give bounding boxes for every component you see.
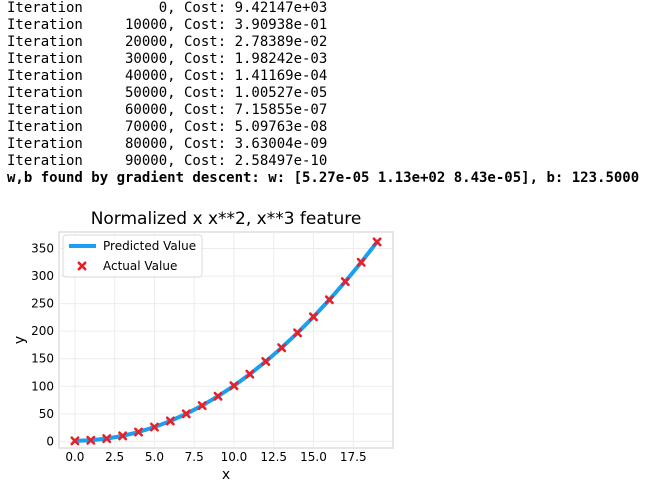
marker-stroke — [293, 328, 303, 338]
marker-stroke — [356, 257, 366, 267]
marker-stroke — [261, 356, 271, 366]
marker-stroke — [372, 237, 382, 247]
x-tick-label: 12.5 — [260, 450, 287, 464]
marker-stroke — [165, 416, 175, 426]
log-line: Iteration 40000, Cost: 1.41169e-04 — [7, 68, 328, 84]
marker-stroke — [245, 369, 255, 379]
legend-label-actual: Actual Value — [103, 259, 177, 273]
legend-label-predicted: Predicted Value — [103, 239, 196, 253]
legend-box — [62, 234, 203, 278]
actual-point — [102, 434, 112, 444]
marker-stroke — [118, 431, 128, 441]
y-tick-label: 150 — [31, 352, 54, 366]
marker-stroke — [213, 391, 223, 401]
marker-stroke — [86, 435, 96, 445]
actual-point — [118, 431, 128, 441]
log-line: Iteration 10000, Cost: 3.90938e-01 — [7, 17, 328, 33]
x-tick-label: 2.5 — [105, 450, 124, 464]
x-tick-label: 15.0 — [300, 450, 327, 464]
log-line: Iteration 70000, Cost: 5.09763e-08 — [7, 119, 328, 135]
actual-point — [277, 343, 287, 353]
marker-stroke — [70, 436, 80, 446]
legend-marker — [77, 261, 87, 271]
y-tick-label: 350 — [31, 242, 54, 256]
actual-point — [165, 416, 175, 426]
log-line: Iteration 80000, Cost: 3.63004e-09 — [7, 136, 328, 152]
actual-point — [308, 312, 318, 322]
actual-point — [197, 401, 207, 411]
log-line: Iteration 50000, Cost: 1.00527e-05 — [7, 85, 328, 101]
x-tick-label: 7.5 — [185, 450, 204, 464]
marker-stroke — [324, 295, 334, 305]
marker-stroke — [277, 343, 287, 353]
y-tick-label: 50 — [39, 407, 54, 421]
x-tick-label: 5.0 — [145, 450, 164, 464]
x-tick-label: 10.0 — [221, 450, 248, 464]
log-line: Iteration 90000, Cost: 2.58497e-10 — [7, 153, 328, 169]
y-tick-label: 300 — [31, 269, 54, 283]
log-line: Iteration 0, Cost: 9.42147e+03 — [7, 0, 328, 16]
actual-point — [245, 369, 255, 379]
y-axis-ticks: 0 50 100 150 200 250 300 350 — [31, 242, 54, 449]
actual-point — [70, 436, 80, 446]
x-tick-label: 0.0 — [65, 450, 84, 464]
chart-title: Normalized x x**2, x**3 feature — [91, 209, 362, 229]
training-log: Iteration 0, Cost: 9.42147e+03 Iteration … — [7, 0, 639, 187]
log-line: Iteration 60000, Cost: 7.15855e-07 — [7, 102, 328, 118]
actual-point — [134, 427, 144, 437]
actual-point — [293, 328, 303, 338]
y-tick-label: 200 — [31, 324, 54, 338]
actual-point — [372, 237, 382, 247]
marker-stroke — [229, 381, 239, 391]
gradient-descent-summary: w,b found by gradient descent: w: [5.27e… — [7, 170, 640, 186]
legend: Predicted Value Actual Value — [62, 234, 203, 278]
y-tick-label: 100 — [31, 379, 54, 393]
log-line: Iteration 30000, Cost: 1.98242e-03 — [7, 51, 328, 67]
x-axis-ticks: 0.0 2.5 5.0 7.5 10.0 12.5 15.0 17.5 — [65, 450, 366, 464]
actual-point — [324, 295, 334, 305]
actual-series — [70, 237, 382, 446]
log-line: Iteration 20000, Cost: 2.78389e-02 — [7, 34, 328, 50]
marker-stroke — [149, 422, 159, 432]
y-tick-label: 250 — [31, 297, 54, 311]
actual-point — [181, 409, 191, 419]
legend-marker-swatch — [77, 261, 87, 271]
actual-point — [261, 356, 271, 366]
actual-point — [213, 391, 223, 401]
marker-stroke — [181, 409, 191, 419]
actual-point — [229, 381, 239, 391]
marker-stroke — [102, 434, 112, 444]
marker-stroke — [77, 261, 87, 271]
x-axis-label: x — [222, 467, 230, 483]
actual-point — [149, 422, 159, 432]
actual-point — [340, 277, 350, 287]
x-tick-label: 17.5 — [340, 450, 367, 464]
y-tick-label: 0 — [46, 434, 54, 448]
marker-stroke — [340, 277, 350, 287]
marker-stroke — [197, 401, 207, 411]
actual-point — [356, 257, 366, 267]
marker-stroke — [308, 312, 318, 322]
actual-point — [86, 435, 96, 445]
marker-stroke — [134, 427, 144, 437]
y-axis-label: y — [12, 336, 28, 344]
